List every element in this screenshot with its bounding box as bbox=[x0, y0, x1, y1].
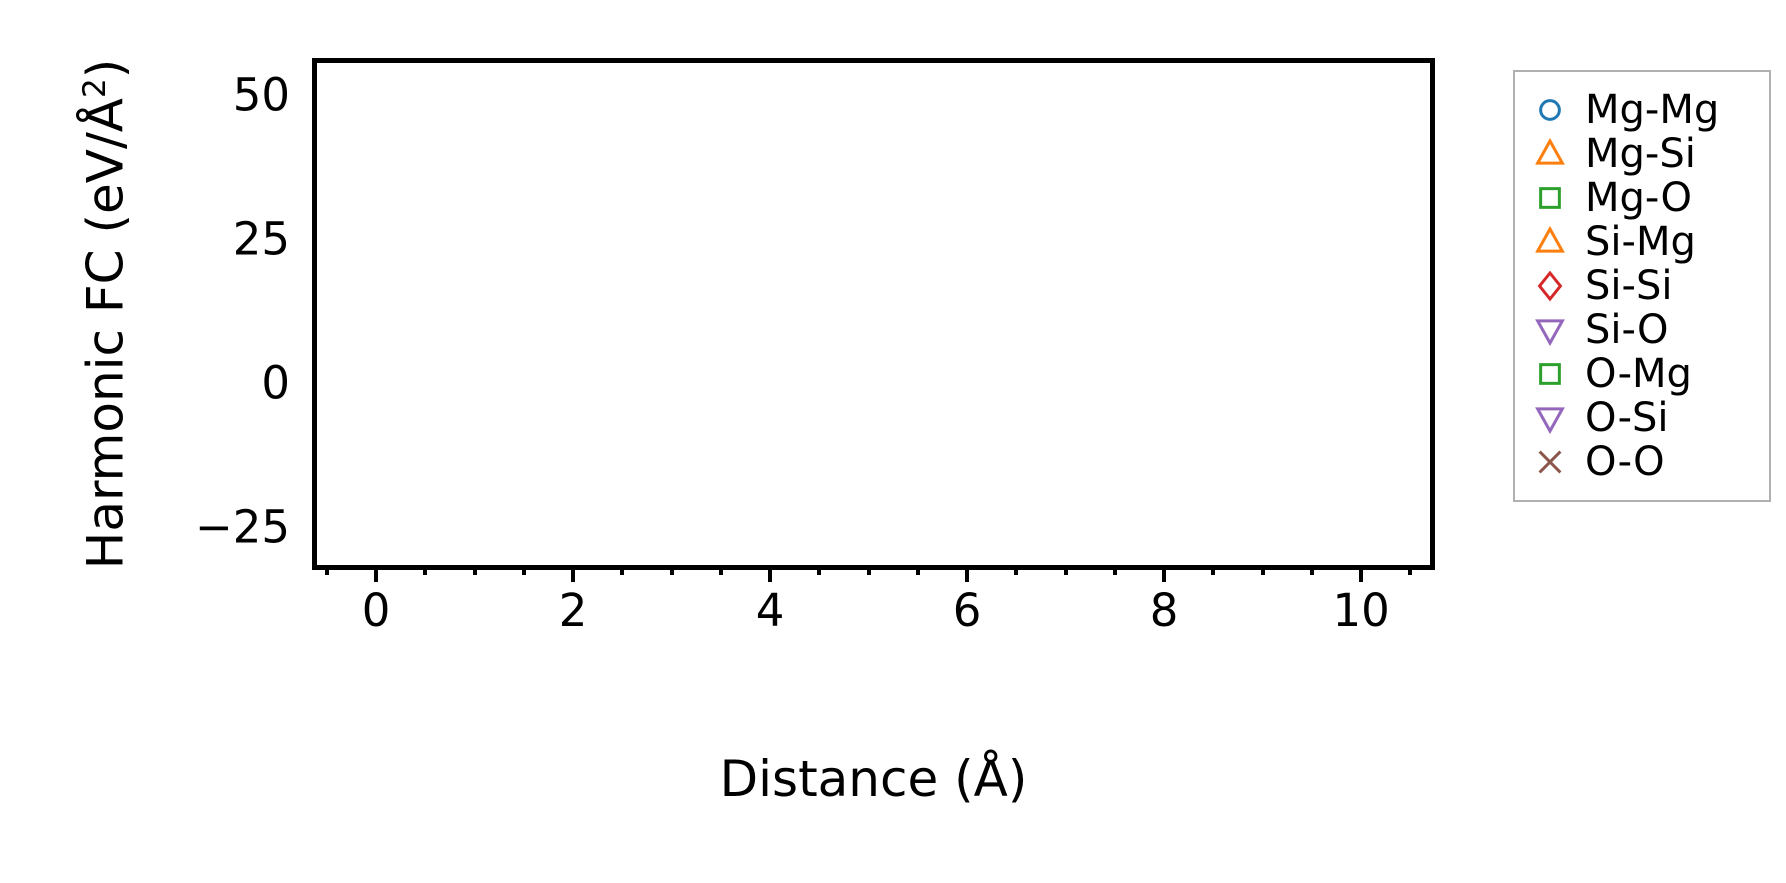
x-tick-major bbox=[768, 565, 773, 582]
x-tick-minor bbox=[1112, 565, 1117, 575]
x-tick-minor bbox=[324, 565, 329, 575]
x-axis-label: Distance (Å) bbox=[719, 750, 1028, 808]
x-tick-minor bbox=[1309, 565, 1314, 575]
legend-item-mg-mg[interactable]: Mg-Mg bbox=[1527, 88, 1759, 132]
y-axis-label-prefix: Harmonic FC (eV/Å bbox=[76, 98, 135, 570]
y-axis-label-suffix: ) bbox=[76, 58, 135, 79]
x-tick-minor bbox=[1063, 565, 1068, 575]
x-tick-minor bbox=[718, 565, 723, 575]
x-tick-major bbox=[1162, 565, 1167, 582]
legend-item-si-si[interactable]: Si-Si bbox=[1527, 264, 1759, 308]
legend-item-label: Si-O bbox=[1585, 307, 1669, 353]
y-axis-label-exponent: 2 bbox=[77, 78, 113, 98]
legend-item-o-o[interactable]: O-O bbox=[1527, 440, 1759, 484]
axes-frame bbox=[312, 58, 1435, 570]
triangle-down-marker-icon bbox=[1527, 310, 1573, 350]
x-tick-minor bbox=[1408, 565, 1413, 575]
x-tick-major bbox=[965, 565, 970, 582]
legend-item-si-mg[interactable]: Si-Mg bbox=[1527, 220, 1759, 264]
x-tick-major bbox=[374, 565, 379, 582]
legend-item-label: Si-Si bbox=[1585, 263, 1673, 309]
y-tick-label: 25 bbox=[232, 212, 290, 266]
legend-item-label: O-Mg bbox=[1585, 351, 1692, 397]
square-marker-icon bbox=[1527, 354, 1573, 394]
x-tick-minor bbox=[472, 565, 477, 575]
x-tick-label: 0 bbox=[361, 584, 391, 637]
x-tick-minor bbox=[866, 565, 871, 575]
legend-item-mg-o[interactable]: Mg-O bbox=[1527, 176, 1759, 220]
x-tick-minor bbox=[620, 565, 625, 575]
diamond-marker-icon bbox=[1527, 266, 1573, 306]
y-tick-label: −25 bbox=[195, 500, 290, 554]
x-tick-minor bbox=[817, 565, 822, 575]
x-tick-minor bbox=[521, 565, 526, 575]
legend-item-label: O-O bbox=[1585, 439, 1665, 485]
x-tick-minor bbox=[423, 565, 428, 575]
x-tick-minor bbox=[1014, 565, 1019, 575]
legend-item-label: Mg-Mg bbox=[1585, 87, 1720, 133]
square-marker-icon bbox=[1527, 178, 1573, 218]
legend-item-si-o[interactable]: Si-O bbox=[1527, 308, 1759, 352]
x-tick-label: 8 bbox=[1149, 584, 1179, 637]
triangle-up-marker-icon bbox=[1527, 222, 1573, 262]
x-tick-label: 4 bbox=[755, 584, 785, 637]
legend-item-label: O-Si bbox=[1585, 395, 1669, 441]
y-tick-label: 0 bbox=[261, 356, 290, 410]
triangle-down-marker-icon bbox=[1527, 398, 1573, 438]
legend-box[interactable]: Mg-Mg Mg-Si Mg-O Si-Mg Si-Si Si-O O-Mg O-Si O-O bbox=[1513, 70, 1771, 502]
legend-item-label: Mg-Si bbox=[1585, 131, 1696, 177]
circle-marker-icon bbox=[1527, 90, 1573, 130]
x-tick-label: 6 bbox=[952, 584, 982, 637]
y-tick-label: 50 bbox=[232, 68, 290, 122]
x-tick-minor bbox=[915, 565, 920, 575]
x-tick-minor bbox=[669, 565, 674, 575]
x-tick-major bbox=[1359, 565, 1364, 582]
legend-item-o-mg[interactable]: O-Mg bbox=[1527, 352, 1759, 396]
legend-item-label: Si-Mg bbox=[1585, 219, 1696, 265]
legend-item-label: Mg-O bbox=[1585, 175, 1692, 221]
y-axis-label: Harmonic FC (eV/Å2) bbox=[76, 58, 135, 570]
x-tick-minor bbox=[1211, 565, 1216, 575]
legend-item-mg-si[interactable]: Mg-Si bbox=[1527, 132, 1759, 176]
x-tick-label: 2 bbox=[558, 584, 588, 637]
x-tick-label: 10 bbox=[1332, 584, 1390, 637]
x-tick-major bbox=[571, 565, 576, 582]
x-marker-icon bbox=[1527, 442, 1573, 482]
x-tick-minor bbox=[1260, 565, 1265, 575]
legend-item-o-si[interactable]: O-Si bbox=[1527, 396, 1759, 440]
triangle-up-marker-icon bbox=[1527, 134, 1573, 174]
